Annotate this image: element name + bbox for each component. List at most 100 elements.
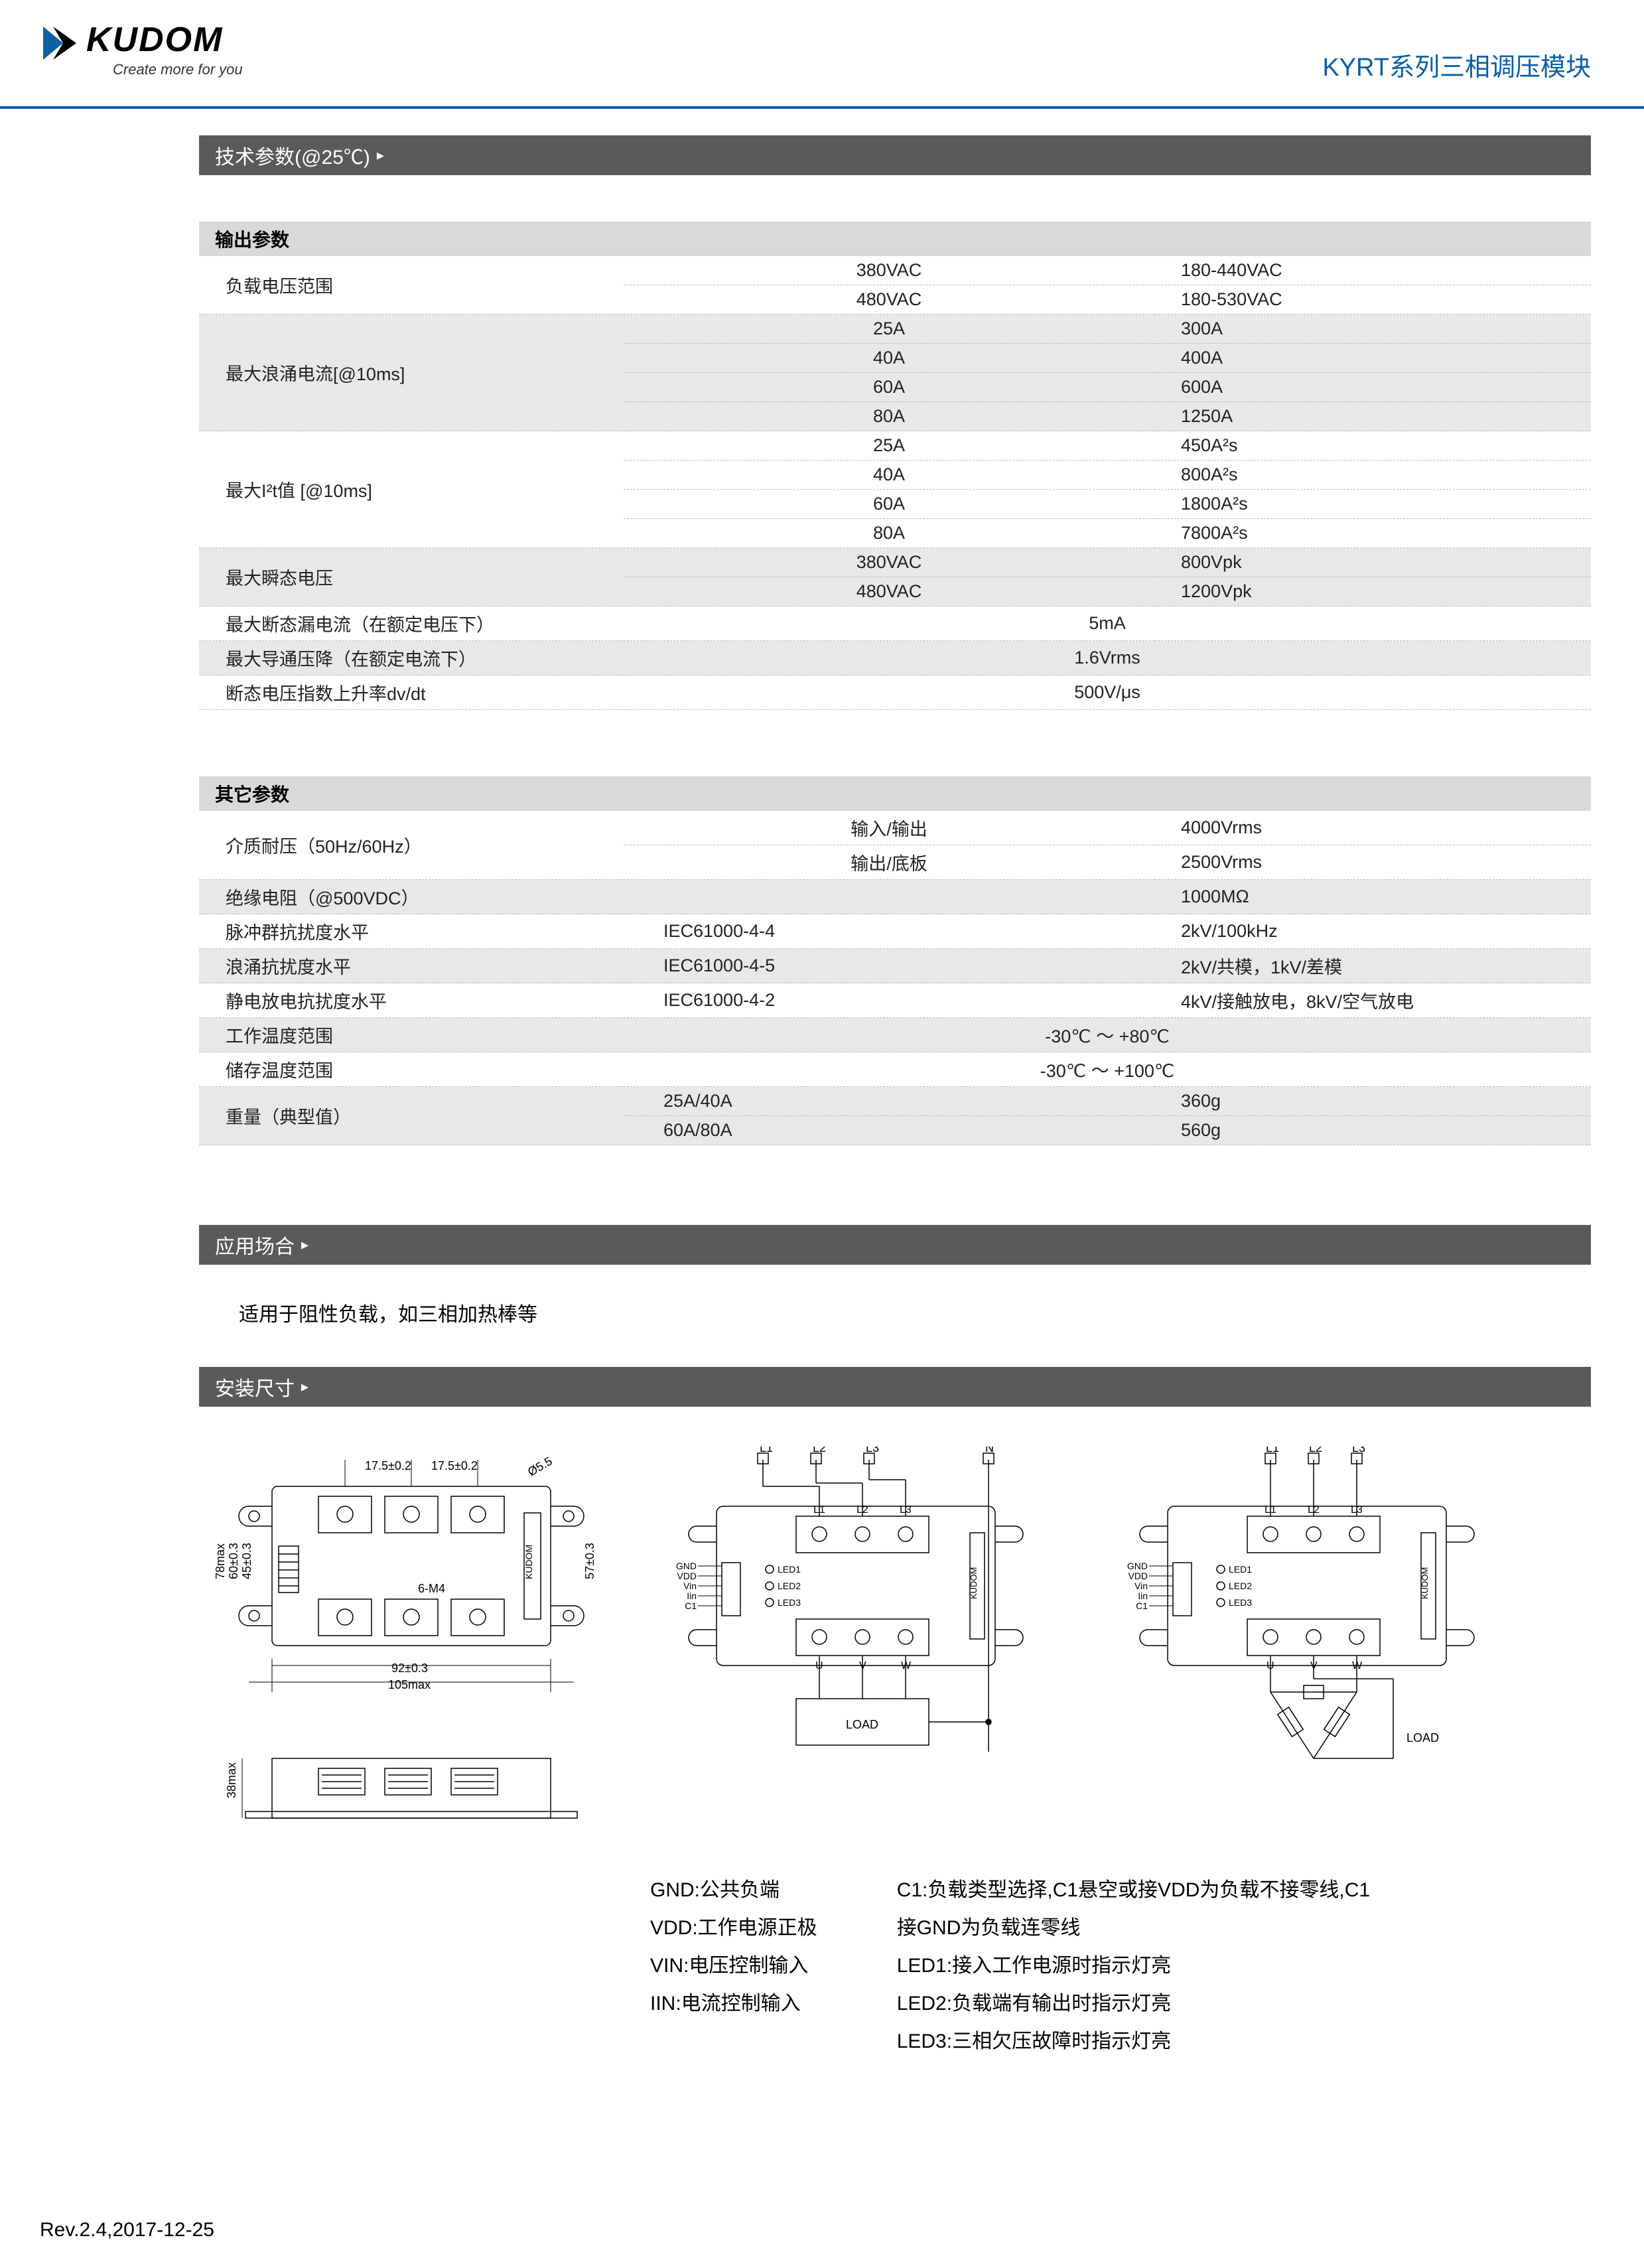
svg-text:LED1: LED1 [778, 1564, 801, 1575]
svg-text:U: U [1267, 1660, 1274, 1671]
table-cell: 380VAC [624, 256, 1154, 285]
svg-text:L3: L3 [900, 1504, 912, 1516]
svg-text:C1: C1 [1136, 1600, 1148, 1611]
table-cell: 输出/底板 [624, 845, 1154, 880]
table-cell: IEC61000-4-4 [624, 914, 1154, 949]
page-title: KYRT系列三相调压模块 [1322, 46, 1591, 83]
table-cell: 25A [624, 431, 1154, 461]
section-specs-bar: 技术参数(@25℃) ▸ [199, 135, 1591, 175]
legend-line: 接GND为负载连零线 [897, 1909, 1370, 1947]
svg-text:L2: L2 [1308, 1504, 1320, 1516]
svg-text:GND: GND [676, 1561, 697, 1571]
table-cell: 2kV/100kHz [1154, 914, 1591, 949]
table-cell: IEC61000-4-2 [624, 983, 1154, 1018]
table-cell: 1000MΩ [1154, 880, 1591, 914]
table-cell: 80A [624, 519, 1154, 548]
arrow-icon: ▸ [377, 147, 384, 164]
dimension-drawing: KUDOM 17.5±0.2 17.5±0.2 Ø5.5 78max 60±0.… [212, 1447, 610, 1845]
table-label: 脉冲群抗扰度水平 [199, 914, 624, 949]
svg-text:L3: L3 [1351, 1504, 1363, 1516]
svg-text:LED2: LED2 [1229, 1581, 1252, 1591]
svg-text:LED3: LED3 [1229, 1597, 1252, 1608]
logo-mark-icon [40, 20, 86, 66]
table-cell: 500V/μs [624, 675, 1591, 710]
svg-text:L2: L2 [1309, 1447, 1322, 1454]
svg-text:LOAD: LOAD [1406, 1731, 1439, 1744]
table-cell: 360g [1154, 1087, 1591, 1116]
svg-text:GND: GND [1127, 1561, 1148, 1571]
table-label: 工作温度范围 [199, 1018, 624, 1052]
svg-text:C1: C1 [685, 1600, 697, 1611]
table-cell: 1250A [1154, 402, 1591, 431]
application-text: 适用于阻性负载，如三相加热棒等 [199, 1298, 1591, 1367]
legend-line: GND:公共负端 [650, 1871, 817, 1909]
table-label: 浪涌抗扰度水平 [199, 949, 624, 983]
svg-text:L2: L2 [813, 1447, 826, 1454]
legend-line: LED3:三相欠压故障时指示灯亮 [897, 2022, 1370, 2060]
table-cell: 560g [1154, 1116, 1591, 1145]
table-cell: 450A²s [1154, 431, 1591, 461]
svg-text:Iin: Iin [687, 1591, 697, 1601]
legend-line: C1:负载类型选择,C1悬空或接VDD为负载不接零线,C1 [897, 1871, 1370, 1909]
legend-line: VIN:电压控制输入 [650, 1947, 817, 1985]
svg-text:Ø5.5: Ø5.5 [525, 1454, 555, 1479]
table-cell: 180-440VAC [1154, 256, 1591, 285]
table-cell: 25A/40A [624, 1087, 1154, 1116]
svg-text:L3: L3 [1352, 1447, 1365, 1454]
svg-text:KUDOM: KUDOM [1420, 1567, 1430, 1599]
table-cell: 1200Vpk [1154, 577, 1591, 606]
svg-text:VDD: VDD [1128, 1571, 1148, 1581]
svg-text:LOAD: LOAD [846, 1718, 878, 1731]
table-cell: 4000Vrms [1154, 811, 1591, 845]
table-cell: 80A [624, 402, 1154, 431]
svg-text:L3: L3 [866, 1447, 879, 1454]
table-label: 重量（典型值） [199, 1087, 624, 1145]
footer-revision: Rev.2.4,2017-12-25 [40, 2219, 214, 2241]
svg-text:LED3: LED3 [778, 1597, 801, 1608]
svg-text:92±0.3: 92±0.3 [391, 1662, 428, 1675]
svg-text:17.5±0.2: 17.5±0.2 [365, 1459, 411, 1472]
svg-text:N: N [985, 1447, 994, 1454]
table-cell: 60A/80A [624, 1116, 1154, 1145]
diagrams-row: KUDOM 17.5±0.2 17.5±0.2 Ø5.5 78max 60±0.… [199, 1427, 1591, 1871]
table-cell: 1800A²s [1154, 490, 1591, 519]
table-label: 最大瞬态电压 [199, 548, 624, 606]
output-params-bar: 输出参数 [199, 222, 1591, 256]
svg-text:L1: L1 [1266, 1447, 1279, 1454]
table-label: 最大导通压降（在额定电流下） [199, 641, 624, 675]
table-cell: 800Vpk [1154, 548, 1591, 577]
table-cell: 2500Vrms [1154, 845, 1591, 880]
table-cell: 800A²s [1154, 461, 1591, 490]
table-cell: IEC61000-4-5 [624, 949, 1154, 983]
table-cell: 40A [624, 461, 1154, 490]
table-label: 最大浪涌电流[@10ms] [199, 315, 624, 431]
svg-text:57±0.3: 57±0.3 [583, 1543, 596, 1579]
table-cell: 300A [1154, 315, 1591, 344]
table-label: 最大I²t值 [@10ms] [199, 431, 624, 548]
table-cell: 400A [1154, 344, 1591, 373]
table-cell: 1.6Vrms [624, 641, 1591, 675]
table-label: 静电放电抗扰度水平 [199, 983, 624, 1018]
svg-text:L1: L1 [760, 1447, 773, 1454]
table-cell: 480VAC [624, 577, 1154, 606]
table-cell: 5mA [624, 606, 1591, 641]
pin-legend: GND:公共负端 VDD:工作电源正极 VIN:电压控制输入 IIN:电流控制输… [199, 1871, 1591, 2060]
svg-text:17.5±0.2: 17.5±0.2 [431, 1459, 478, 1472]
svg-text:U: U [815, 1660, 823, 1671]
wiring-diagram-delta: KUDOM L1 L2 L3 L1 L2 L3 U V W GND VDD Vi… [1115, 1447, 1513, 1792]
svg-text:Vin: Vin [1134, 1581, 1148, 1591]
table-cell: 60A [624, 490, 1154, 519]
svg-text:V: V [1310, 1660, 1318, 1671]
table-label: 负载电压范围 [199, 256, 624, 315]
table-cell: 25A [624, 315, 1154, 344]
svg-text:W: W [901, 1660, 912, 1671]
svg-text:L2: L2 [856, 1504, 868, 1516]
svg-text:LED1: LED1 [1229, 1564, 1252, 1575]
section-dim-title: 安装尺寸 [215, 1372, 295, 1401]
table-cell: 2kV/共模，1kV/差模 [1154, 949, 1591, 983]
arrow-icon: ▸ [301, 1236, 308, 1253]
table-label: 断态电压指数上升率dv/dt [199, 675, 624, 710]
svg-text:6-M4: 6-M4 [418, 1582, 445, 1595]
table-label: 介质耐压（50Hz/60Hz） [199, 811, 624, 880]
table-cell: 输入/输出 [624, 811, 1154, 845]
